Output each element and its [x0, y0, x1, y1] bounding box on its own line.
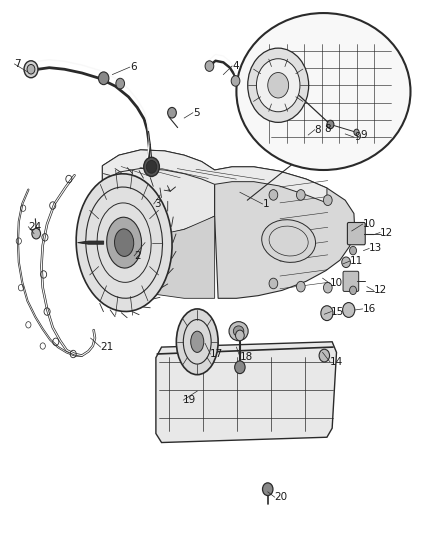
Circle shape: [297, 281, 305, 292]
Circle shape: [262, 483, 273, 496]
Circle shape: [168, 108, 177, 118]
Text: 4: 4: [232, 61, 239, 71]
Circle shape: [269, 278, 278, 289]
Polygon shape: [215, 167, 355, 298]
FancyBboxPatch shape: [347, 222, 365, 245]
Circle shape: [116, 78, 124, 89]
Polygon shape: [156, 342, 336, 442]
Text: 9: 9: [354, 132, 360, 142]
Circle shape: [354, 129, 359, 135]
Polygon shape: [102, 150, 215, 236]
Ellipse shape: [76, 174, 172, 311]
Circle shape: [146, 160, 157, 173]
Text: 21: 21: [101, 342, 114, 352]
Circle shape: [235, 361, 245, 374]
Text: 12: 12: [380, 228, 393, 238]
Circle shape: [144, 157, 159, 176]
Circle shape: [236, 330, 244, 341]
Ellipse shape: [262, 220, 315, 262]
Ellipse shape: [237, 13, 410, 170]
Circle shape: [323, 282, 332, 293]
Text: 8: 8: [325, 124, 331, 134]
Circle shape: [319, 349, 329, 362]
Circle shape: [321, 306, 333, 320]
Circle shape: [205, 61, 214, 71]
Circle shape: [350, 246, 357, 255]
Text: 5: 5: [193, 108, 200, 118]
Circle shape: [343, 303, 355, 317]
Text: 7: 7: [14, 59, 21, 69]
Circle shape: [27, 64, 35, 74]
Text: 11: 11: [350, 256, 363, 266]
Circle shape: [350, 286, 357, 295]
Text: 9: 9: [360, 131, 367, 141]
Text: 10: 10: [363, 219, 376, 229]
Circle shape: [32, 228, 41, 239]
Text: 12: 12: [374, 285, 387, 295]
Ellipse shape: [229, 321, 248, 341]
Text: 18: 18: [240, 352, 253, 361]
Ellipse shape: [233, 326, 244, 336]
Circle shape: [342, 257, 350, 268]
Circle shape: [231, 76, 240, 86]
Polygon shape: [102, 150, 327, 203]
Polygon shape: [135, 216, 215, 298]
Ellipse shape: [114, 229, 134, 256]
Text: 17: 17: [210, 349, 223, 359]
Ellipse shape: [107, 217, 141, 268]
Circle shape: [248, 48, 309, 123]
Text: 20: 20: [275, 492, 288, 502]
Text: 19: 19: [184, 395, 197, 405]
Circle shape: [323, 195, 332, 206]
Circle shape: [327, 120, 334, 129]
Text: 13: 13: [369, 244, 382, 254]
Circle shape: [268, 72, 289, 98]
Text: 16: 16: [363, 304, 376, 314]
Ellipse shape: [191, 331, 204, 352]
Circle shape: [297, 190, 305, 200]
Text: 2: 2: [134, 251, 141, 261]
Circle shape: [99, 72, 109, 85]
Text: 24: 24: [28, 222, 42, 232]
Polygon shape: [78, 241, 104, 244]
Text: 6: 6: [130, 62, 136, 72]
Text: 14: 14: [330, 357, 343, 367]
Text: 3: 3: [154, 199, 160, 209]
Text: 8: 8: [315, 125, 321, 135]
Text: 1: 1: [262, 199, 269, 209]
Text: 15: 15: [331, 306, 345, 317]
Circle shape: [256, 59, 300, 112]
FancyBboxPatch shape: [343, 271, 359, 292]
Text: 10: 10: [330, 278, 343, 288]
Circle shape: [269, 190, 278, 200]
Ellipse shape: [177, 309, 218, 375]
Circle shape: [24, 61, 38, 78]
